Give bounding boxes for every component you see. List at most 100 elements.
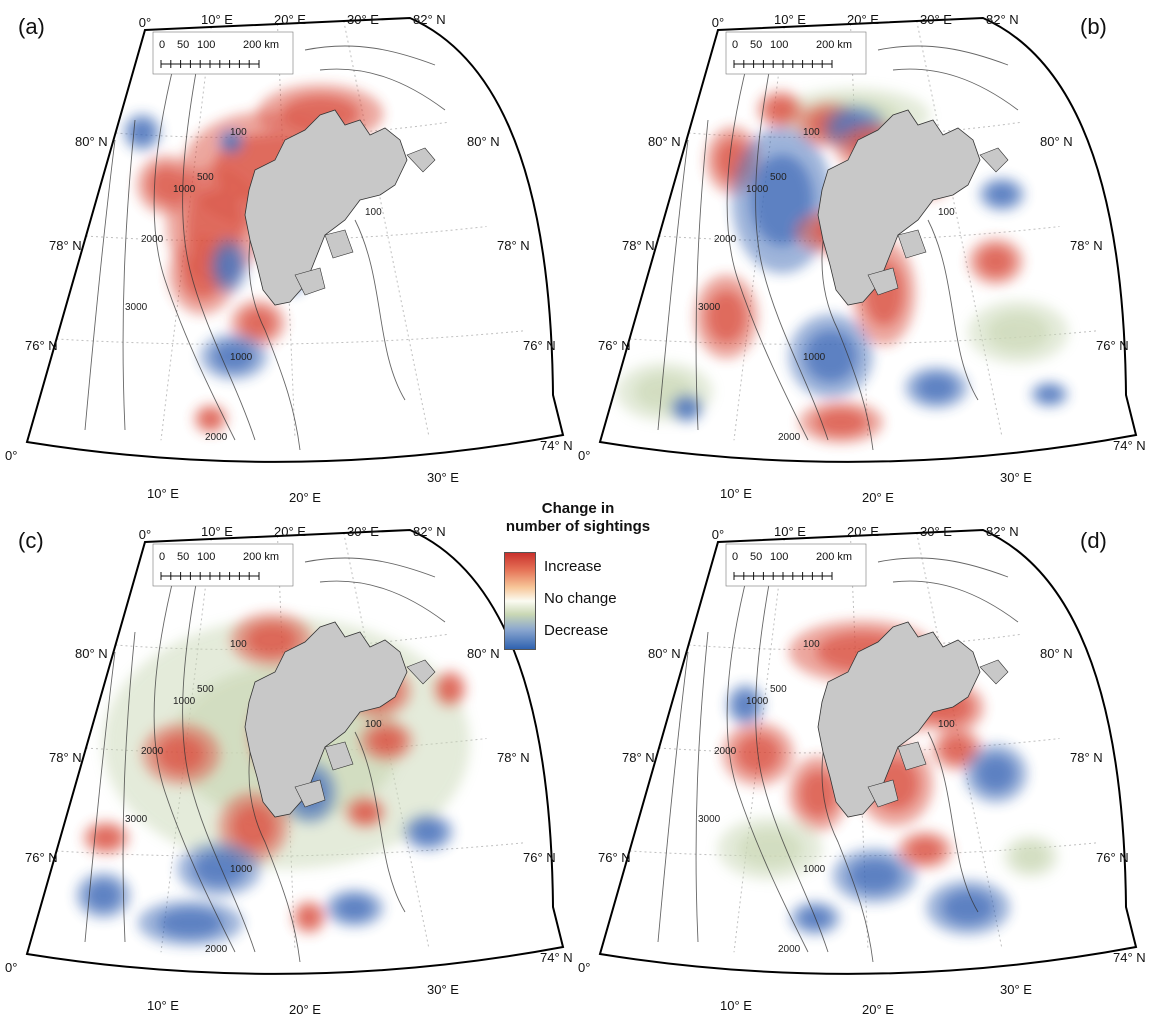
lon-label-bottom: 10° E (720, 998, 752, 1013)
contour-label: 3000 (125, 814, 148, 825)
contour-label: 1000 (803, 352, 826, 363)
contour-label: 2000 (778, 944, 801, 955)
svg-text:200 km: 200 km (243, 39, 279, 51)
svg-text:100: 100 (770, 551, 788, 563)
lon-label-top: 0° (139, 527, 151, 542)
lon-label-top: 10° E (774, 12, 806, 27)
contour-label: 1000 (230, 864, 253, 875)
lon-label-bottom: 30° E (427, 470, 459, 485)
panel-label-a: (a) (18, 14, 45, 39)
svg-text:50: 50 (750, 39, 762, 51)
contour-label: 500 (197, 172, 214, 183)
contour-label: 2000 (141, 234, 164, 245)
lat-label-left: 78° N (49, 238, 82, 253)
lon-label-bottom: 10° E (720, 486, 752, 501)
lon-label-top: 20° E (274, 12, 306, 27)
svg-text:0: 0 (159, 39, 165, 51)
lon-label-corner: 0° (578, 960, 590, 975)
lat-label-corner: 82° N (986, 12, 1019, 27)
lon-label-top: 0° (712, 527, 724, 542)
contour-label: 1000 (173, 696, 196, 707)
lon-label-bottom: 10° E (147, 486, 179, 501)
lat-label-left: 78° N (622, 238, 655, 253)
lon-label-bottom: 20° E (862, 1002, 894, 1017)
contour-label: 100 (803, 639, 820, 650)
contour-label: 100 (230, 127, 247, 138)
svg-text:0: 0 (732, 551, 738, 563)
lat-label-left: 78° N (49, 750, 82, 765)
lon-label-corner: 0° (5, 448, 17, 463)
lat-label-right: 78° N (497, 750, 530, 765)
scale-bar: 0 50 100 200 km (725, 31, 867, 75)
contour-label: 2000 (714, 234, 737, 245)
contour-label: 500 (770, 172, 787, 183)
lat-label-corner: 74° N (540, 950, 573, 965)
lat-label-right: 80° N (1040, 646, 1073, 661)
lat-label-corner: 74° N (1113, 950, 1146, 965)
svg-text:50: 50 (177, 551, 189, 563)
contour-label: 500 (197, 684, 214, 695)
lat-label-right: 78° N (1070, 750, 1103, 765)
lon-label-bottom: 20° E (862, 490, 894, 505)
lat-label-left: 76° N (25, 850, 58, 865)
lon-label-top: 30° E (920, 12, 952, 27)
lon-label-corner: 0° (5, 960, 17, 975)
scale-bar: 0 50 100 200 km (725, 543, 867, 587)
lat-label-right: 80° N (467, 134, 500, 149)
lon-label-top: 30° E (920, 524, 952, 539)
svg-text:100: 100 (197, 39, 215, 51)
svg-text:0: 0 (159, 551, 165, 563)
lat-label-left: 78° N (622, 750, 655, 765)
lon-label-bottom: 10° E (147, 998, 179, 1013)
lat-label-left: 80° N (648, 646, 681, 661)
svg-text:50: 50 (177, 39, 189, 51)
lon-label-top: 20° E (274, 524, 306, 539)
lat-label-right: 80° N (467, 646, 500, 661)
lon-label-top: 20° E (847, 12, 879, 27)
svg-text:200 km: 200 km (816, 551, 852, 563)
lon-label-bottom: 30° E (1000, 982, 1032, 997)
lon-label-bottom: 20° E (289, 490, 321, 505)
lon-label-top: 30° E (347, 12, 379, 27)
lat-label-right: 76° N (523, 338, 556, 353)
legend: Change in number of sightings Increase N… (488, 500, 668, 650)
svg-text:100: 100 (197, 551, 215, 563)
lat-label-corner: 74° N (1113, 438, 1146, 453)
contour-label: 1000 (173, 184, 196, 195)
panel-label-d: (d) (1080, 528, 1107, 553)
lat-label-right: 78° N (1070, 238, 1103, 253)
lon-label-top: 10° E (201, 12, 233, 27)
lat-label-corner: 74° N (540, 438, 573, 453)
contour-label: 2000 (205, 944, 228, 955)
contour-label: 100 (938, 207, 955, 218)
contour-label: 100 (803, 127, 820, 138)
legend-label-increase: Increase (544, 558, 602, 575)
contour-label: 500 (770, 684, 787, 695)
contour-label: 3000 (125, 302, 148, 313)
lon-label-top: 20° E (847, 524, 879, 539)
lat-label-left: 80° N (75, 134, 108, 149)
lat-label-left: 80° N (648, 134, 681, 149)
svg-text:100: 100 (770, 39, 788, 51)
lon-label-top: 0° (712, 15, 724, 30)
contour-label: 3000 (698, 302, 721, 313)
contour-label: 100 (938, 719, 955, 730)
lon-label-top: 30° E (347, 524, 379, 539)
lon-label-top: 10° E (201, 524, 233, 539)
lat-label-right: 76° N (1096, 338, 1129, 353)
svg-text:200 km: 200 km (816, 39, 852, 51)
contour-label: 2000 (141, 746, 164, 757)
legend-label-decrease: Decrease (544, 622, 609, 639)
lon-label-top: 0° (139, 15, 151, 30)
svg-text:200 km: 200 km (243, 551, 279, 563)
panel-label-b: (b) (1080, 14, 1107, 39)
contour-label: 1000 (746, 184, 769, 195)
lat-label-left: 76° N (25, 338, 58, 353)
svg-text:0: 0 (732, 39, 738, 51)
contour-label: 100 (230, 639, 247, 650)
contour-label: 100 (365, 719, 382, 730)
